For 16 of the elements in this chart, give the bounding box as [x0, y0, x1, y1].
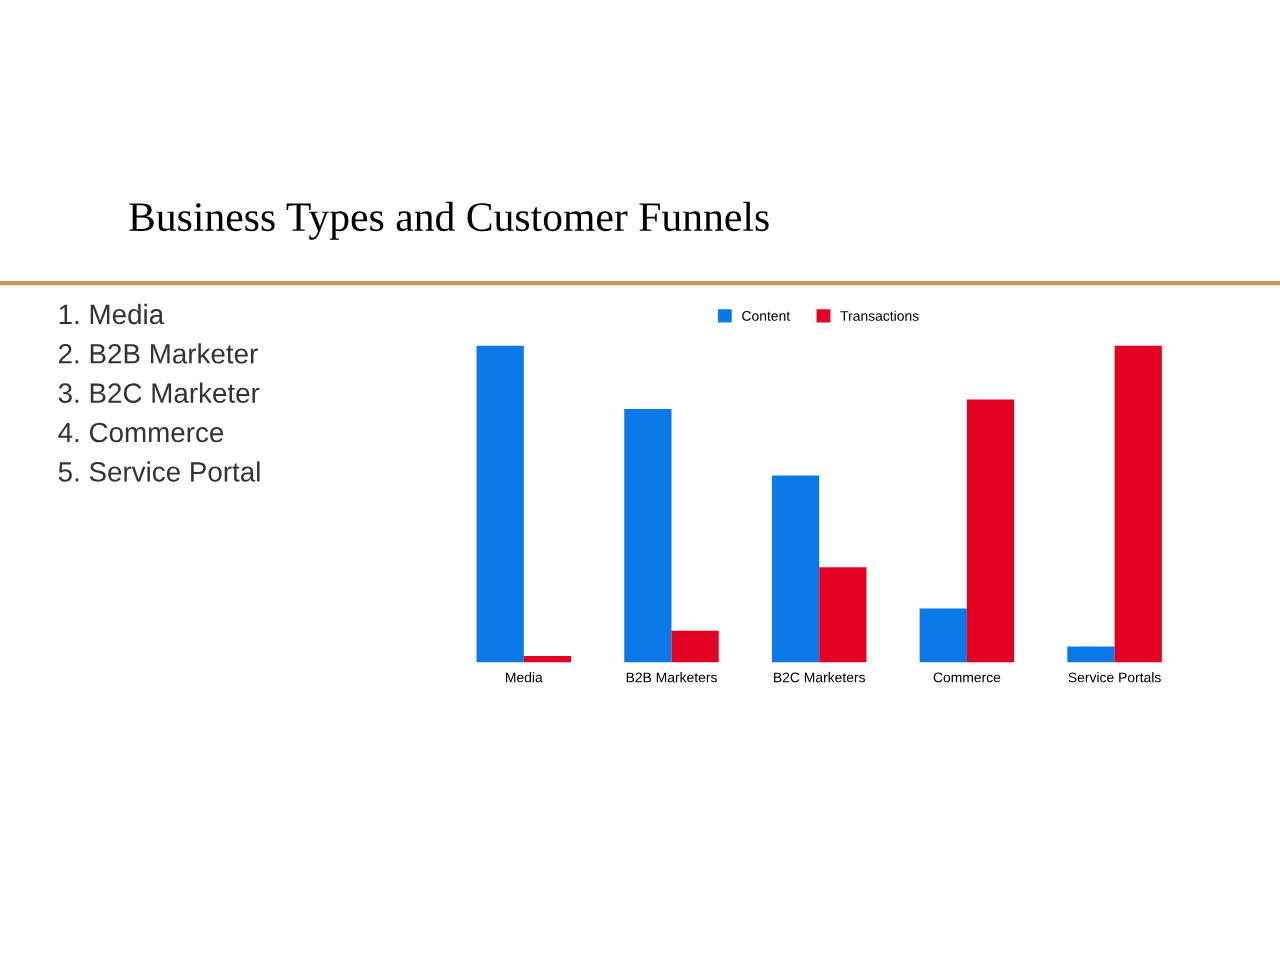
bar — [624, 408, 672, 663]
bar — [966, 399, 1015, 663]
bar — [1067, 646, 1115, 663]
text: 3. B2C Marketer — [58, 382, 260, 403]
text: 1. Media — [59, 303, 165, 325]
bar — [771, 475, 820, 663]
chart-title: Business Types and Customer Funnels — [129, 201, 769, 240]
text: 2. B2B Marketer — [59, 343, 258, 364]
text: 5. Service Portal — [58, 461, 260, 482]
bar — [1114, 345, 1162, 663]
bar — [476, 345, 524, 663]
bar — [523, 656, 572, 663]
bar — [671, 630, 719, 663]
bar — [919, 608, 967, 663]
text: 4. Commerce — [58, 422, 224, 443]
bar — [819, 567, 867, 663]
